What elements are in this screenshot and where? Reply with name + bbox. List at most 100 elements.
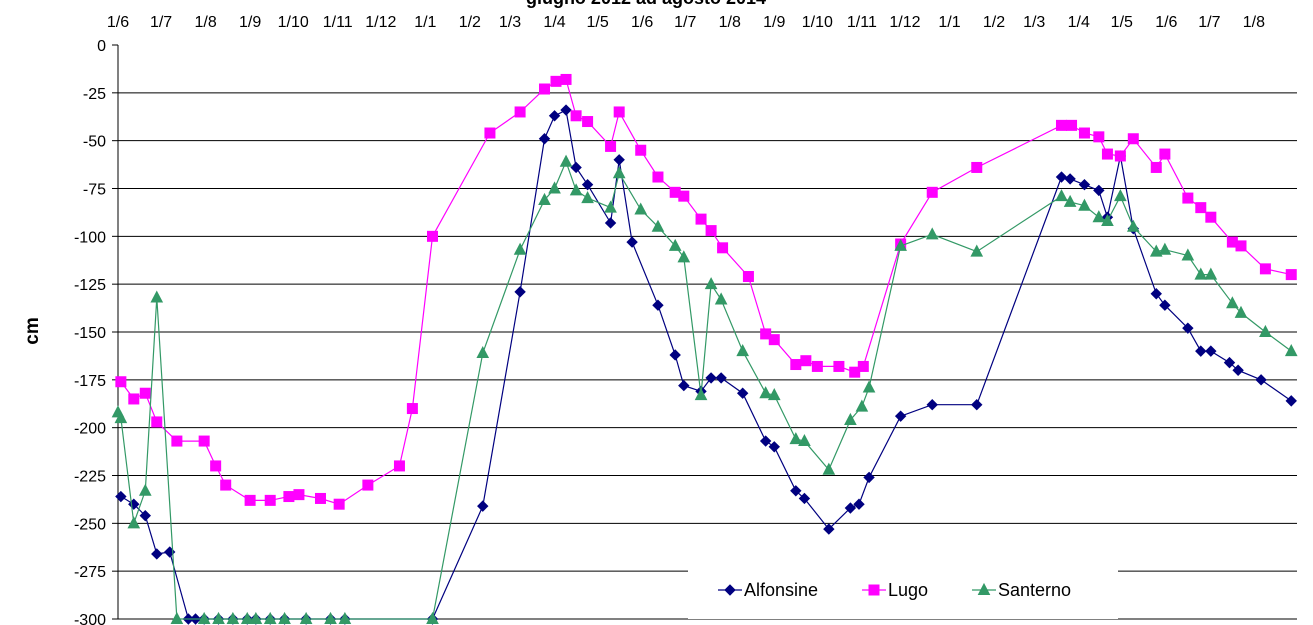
data-point bbox=[1101, 213, 1114, 227]
data-point bbox=[569, 183, 583, 196]
x-tick-label: 1/7 bbox=[150, 14, 172, 31]
legend-label: Lugo bbox=[888, 580, 928, 600]
data-point bbox=[613, 154, 625, 166]
data-point bbox=[790, 485, 802, 497]
data-point bbox=[853, 498, 865, 510]
data-point bbox=[759, 435, 772, 447]
y-tick-label: -300 bbox=[74, 612, 106, 625]
data-point bbox=[198, 435, 210, 447]
data-point bbox=[476, 345, 490, 359]
data-point bbox=[139, 509, 151, 522]
data-point bbox=[736, 344, 750, 357]
data-point bbox=[604, 200, 617, 213]
data-point bbox=[677, 250, 691, 263]
data-point bbox=[1194, 267, 1208, 280]
data-point bbox=[868, 584, 880, 596]
data-point bbox=[790, 359, 802, 371]
data-point bbox=[1150, 161, 1162, 173]
data-point bbox=[514, 106, 526, 118]
x-tick-label: 1/5 bbox=[587, 14, 609, 31]
data-point bbox=[249, 611, 263, 624]
data-point bbox=[283, 491, 295, 503]
x-tick-label: 1/10 bbox=[802, 14, 833, 31]
data-point bbox=[484, 127, 496, 139]
chart-title: giugno 2012 ad agosto 2014 bbox=[526, 0, 766, 8]
data-point bbox=[338, 611, 352, 624]
data-point bbox=[212, 611, 225, 624]
data-point bbox=[668, 238, 682, 251]
data-point bbox=[138, 483, 152, 496]
data-point bbox=[971, 398, 983, 411]
data-point bbox=[612, 166, 626, 179]
data-point bbox=[894, 410, 907, 422]
data-point bbox=[1101, 148, 1113, 160]
data-point bbox=[767, 388, 781, 401]
data-point bbox=[1204, 267, 1218, 280]
data-point bbox=[971, 161, 983, 173]
y-tick-label: -225 bbox=[74, 469, 106, 486]
data-point bbox=[362, 479, 374, 491]
data-point bbox=[1255, 374, 1267, 386]
data-point bbox=[844, 412, 857, 426]
data-point bbox=[1150, 288, 1162, 300]
data-point bbox=[1223, 356, 1236, 369]
data-point bbox=[560, 73, 572, 85]
data-point bbox=[1235, 240, 1247, 252]
series-line bbox=[120, 109, 1292, 620]
data-point bbox=[1066, 119, 1078, 131]
data-point bbox=[1055, 189, 1068, 202]
data-point bbox=[426, 611, 439, 624]
data-point bbox=[550, 75, 562, 87]
data-point bbox=[1127, 133, 1139, 145]
y-tick-label: -50 bbox=[83, 134, 106, 151]
data-point bbox=[634, 202, 648, 215]
legend: Alfonsine Lugo Santerno bbox=[688, 564, 1118, 619]
data-point bbox=[570, 110, 582, 122]
x-tick-label: 1/6 bbox=[107, 14, 129, 31]
x-tick-label: 1/1 bbox=[938, 14, 960, 31]
data-point bbox=[278, 611, 291, 624]
data-point bbox=[926, 398, 938, 411]
y-tick-label: -175 bbox=[74, 373, 106, 390]
y-tick-label: -200 bbox=[74, 421, 106, 438]
y-tick-label: 0 bbox=[97, 38, 106, 55]
data-point bbox=[894, 238, 907, 251]
data-point bbox=[1078, 178, 1091, 191]
data-point bbox=[811, 360, 823, 372]
data-point bbox=[1205, 345, 1217, 357]
data-series bbox=[111, 73, 1298, 625]
data-point bbox=[333, 498, 345, 510]
data-point bbox=[857, 360, 869, 372]
data-point bbox=[736, 387, 749, 399]
x-tick-label: 1/12 bbox=[889, 14, 920, 31]
data-point bbox=[1055, 171, 1068, 183]
data-point bbox=[760, 328, 772, 340]
data-point bbox=[1195, 345, 1207, 357]
data-point bbox=[1232, 364, 1244, 376]
data-point bbox=[742, 271, 754, 283]
data-point bbox=[833, 360, 845, 372]
x-tick-label: 1/11 bbox=[323, 14, 353, 31]
x-tick-label: 1/3 bbox=[499, 14, 521, 31]
legend-item: Lugo bbox=[862, 580, 928, 600]
data-point bbox=[393, 460, 405, 472]
data-point bbox=[855, 399, 869, 412]
data-point bbox=[559, 154, 573, 167]
data-point bbox=[715, 372, 727, 384]
data-point bbox=[1093, 131, 1105, 143]
data-point bbox=[513, 242, 527, 255]
data-point bbox=[652, 171, 664, 183]
data-point bbox=[151, 548, 163, 560]
x-tick-label: 1/12 bbox=[365, 14, 396, 31]
legend-label: Alfonsine bbox=[744, 580, 818, 600]
data-point bbox=[678, 379, 690, 392]
data-point bbox=[538, 192, 551, 205]
data-point bbox=[862, 380, 876, 393]
legend-label: Santerno bbox=[998, 580, 1071, 600]
data-point bbox=[197, 611, 211, 624]
data-point bbox=[798, 433, 811, 447]
data-point bbox=[1159, 148, 1171, 160]
y-tick-label: -25 bbox=[83, 86, 106, 103]
data-point bbox=[789, 432, 803, 445]
